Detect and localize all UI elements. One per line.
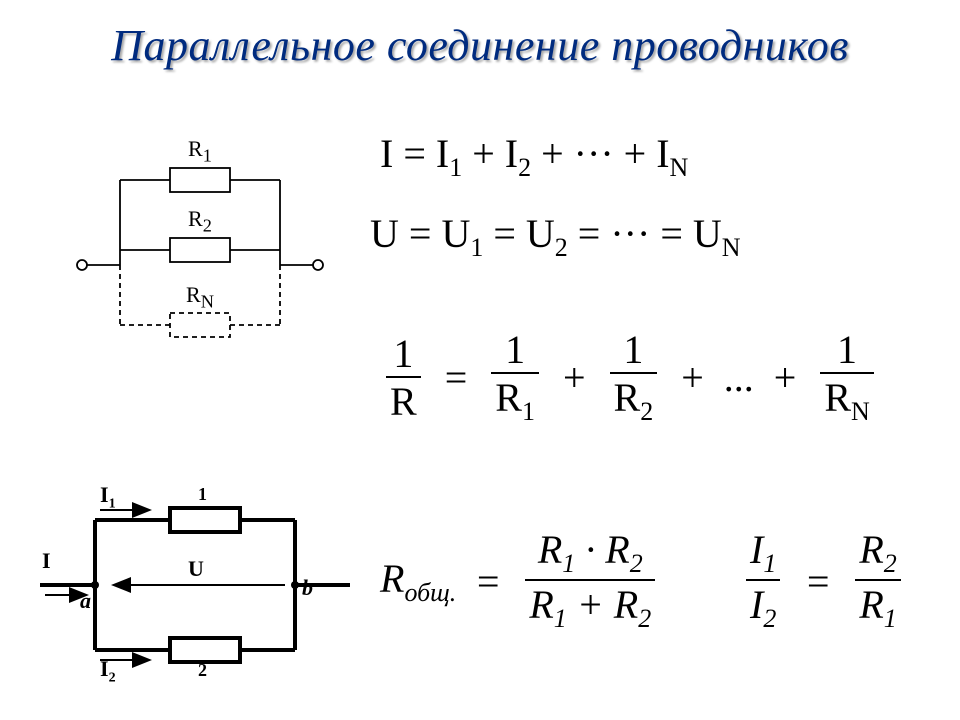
equation-current-sum: I = I1 + I2 + ··· + IN [380,130,688,183]
label-U: U [188,556,204,582]
label-I1: I1 [100,482,116,512]
label-rn: RN [186,282,214,312]
label-r2: R2 [188,206,212,236]
label-b: b [302,575,313,601]
label-r1: R1 [188,136,212,166]
page-title: Параллельное соединение проводников [0,20,960,71]
label-I: I [42,548,51,574]
label-branch2: 2 [198,660,207,681]
circuit-diagram-parallel-2: I I1 I2 U a b 1 2 [40,490,350,680]
label-I2: I2 [100,656,116,686]
equation-voltage-equal: U = U1 = U2 = ··· = UN [370,210,741,263]
label-branch1: 1 [198,484,207,505]
equation-reciprocal-resistance: 1R = 1R1 + 1R2 + ... + 1RN [380,330,880,425]
equation-r-total-two: Rобщ. = R1 · R2 R1 + R2 [380,530,661,632]
circuit-diagram-parallel-n: R1 R2 RN [70,140,330,360]
equation-current-ratio: I1 I2 = R2 R1 [740,530,907,632]
label-a: a [80,588,91,614]
